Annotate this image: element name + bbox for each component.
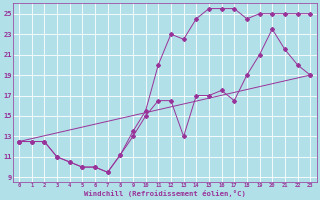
X-axis label: Windchill (Refroidissement éolien,°C): Windchill (Refroidissement éolien,°C) [84,190,245,197]
